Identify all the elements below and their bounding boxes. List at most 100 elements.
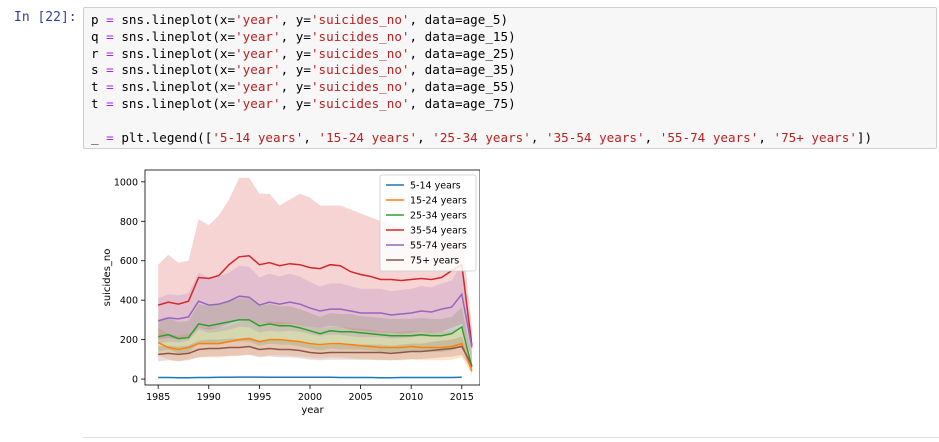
code-token: 'year' xyxy=(235,12,281,27)
code-token: s xyxy=(91,62,107,78)
line-chart: 1985 1990 1995 2000 2005 2010 2015 0 200 400 600 80… xyxy=(102,169,481,416)
x-tick-label: 2000 xyxy=(298,392,322,403)
code-line: r = sns.lineplot(x='year', y='suicides_n… xyxy=(91,46,872,63)
code-token: = xyxy=(106,79,114,95)
code-token: 'suicides_no' xyxy=(310,28,410,44)
x-tick-label: 1985 xyxy=(146,392,170,403)
code-token: , data=age_5) xyxy=(409,12,509,27)
code-token: _ xyxy=(91,129,107,145)
code-token: , y= xyxy=(280,45,311,61)
code-token: 'suicides_no' xyxy=(310,62,410,78)
code-token: '75+ years' xyxy=(773,129,857,145)
x-tick-label: 1990 xyxy=(197,392,221,403)
code-token: 'year' xyxy=(235,95,281,111)
x-axis-label: year xyxy=(301,405,324,416)
code-line: q = sns.lineplot(x='year', y='suicides_n… xyxy=(91,29,872,46)
code-line: t = sns.lineplot(x='year', y='suicides_n… xyxy=(91,79,872,96)
series-line xyxy=(158,376,462,379)
code-token: = xyxy=(106,129,114,145)
code-token: , y= xyxy=(280,95,311,111)
code-token: , data=age_25) xyxy=(409,45,516,61)
legend-entry: 25-34 years xyxy=(410,211,467,222)
confidence-band xyxy=(158,319,472,376)
code-token: 'year' xyxy=(235,62,281,78)
code-token: , data=age_35) xyxy=(409,62,516,78)
code-token: r xyxy=(91,45,107,61)
code-token: '25-34 years' xyxy=(432,129,531,145)
code-token: 'suicides_no' xyxy=(310,79,410,95)
code-token: 'suicides_no' xyxy=(310,12,410,27)
code-token: = xyxy=(106,45,114,61)
code-token: 'suicides_no' xyxy=(310,95,410,111)
legend-entry: 75+ years xyxy=(410,256,459,267)
legend-entry: 15-24 years xyxy=(410,196,467,207)
code-token: sns.lineplot(x= xyxy=(113,45,236,61)
series-line xyxy=(158,345,473,366)
confidence-band xyxy=(158,298,472,374)
y-tick-label: 800 xyxy=(120,217,138,228)
code-token: , y= xyxy=(280,62,311,78)
code-token: t xyxy=(91,79,107,95)
code-token: = xyxy=(106,12,114,27)
y-tick-label: 200 xyxy=(120,335,138,346)
series-line xyxy=(157,255,473,346)
series-line xyxy=(157,292,473,348)
code-token: sns.lineplot(x= xyxy=(113,62,236,78)
code-token: , xyxy=(758,129,774,145)
code-line xyxy=(91,113,872,130)
legend-entry: 5-14 years xyxy=(410,181,461,192)
code-token: plt.legend([ xyxy=(113,129,213,145)
x-tick-label: 2010 xyxy=(399,392,423,403)
code-token: 'year' xyxy=(235,79,281,95)
code-token: 'suicides_no' xyxy=(310,45,410,61)
code-token: , xyxy=(530,129,547,145)
code-token: , data=age_55) xyxy=(409,79,516,95)
series-line xyxy=(157,337,473,372)
code-token: 'year' xyxy=(235,28,281,44)
code-line: p = sns.lineplot(x='year', y='suicides_n… xyxy=(91,12,872,29)
x-tick-label: 2005 xyxy=(348,392,372,403)
code-token: , y= xyxy=(280,79,311,95)
code-token: sns.lineplot(x= xyxy=(113,95,236,111)
code-token: sns.lineplot(x= xyxy=(113,12,236,27)
code-token: , data=age_75) xyxy=(409,95,516,111)
code-token: , xyxy=(417,129,433,145)
code-token: '35-54 years' xyxy=(546,129,645,145)
y-tick-label: 600 xyxy=(120,256,138,267)
code-line: s = sns.lineplot(x='year', y='suicides_n… xyxy=(91,62,872,79)
code-editor[interactable]: p = sns.lineplot(x='year', y='suicides_n… xyxy=(91,12,872,146)
code-token: , xyxy=(644,129,660,145)
code-token: , y= xyxy=(280,28,311,44)
code-token: , xyxy=(303,129,319,145)
y-axis-label: suicides_no xyxy=(102,249,113,307)
code-token: p xyxy=(91,12,107,27)
y-tick-label: 400 xyxy=(120,296,138,307)
code-token: '5-14 years' xyxy=(212,129,304,145)
y-tick-label: 1000 xyxy=(114,177,138,188)
code-token: 'year' xyxy=(235,45,281,61)
series-line xyxy=(158,319,473,368)
code-line: t = sns.lineplot(x='year', y='suicides_n… xyxy=(91,96,872,113)
code-token: '55-74 years' xyxy=(659,129,759,145)
code-line: _ = plt.legend(['5-14 years', '15-24 yea… xyxy=(91,130,872,147)
cell-output: 1985 1990 1995 2000 2005 2010 2015 0 200 400 600 80… xyxy=(100,165,481,425)
cell-prompt: In [22]: xyxy=(14,10,77,25)
code-token: '15-24 years' xyxy=(318,129,418,145)
code-cell-input[interactable]: p = sns.lineplot(x='year', y='suicides_n… xyxy=(83,7,937,149)
cell-separator xyxy=(83,437,939,438)
code-token: = xyxy=(106,62,114,78)
y-tick-label: 0 xyxy=(132,375,138,386)
legend-entry: 55-74 years xyxy=(410,241,467,252)
legend-box xyxy=(379,174,477,272)
legend-entry: 35-54 years xyxy=(410,226,467,237)
code-token: , data=age_15) xyxy=(409,28,516,44)
x-tick-label: 1995 xyxy=(247,392,271,403)
code-token: ]) xyxy=(856,129,873,145)
code-token: sns.lineplot(x= xyxy=(113,28,236,44)
code-token: = xyxy=(106,28,114,44)
code-token: t xyxy=(91,95,107,111)
code-token: = xyxy=(106,95,114,111)
code-token: , y= xyxy=(280,12,311,27)
code-token: sns.lineplot(x= xyxy=(113,79,236,95)
code-token: q xyxy=(91,28,107,44)
